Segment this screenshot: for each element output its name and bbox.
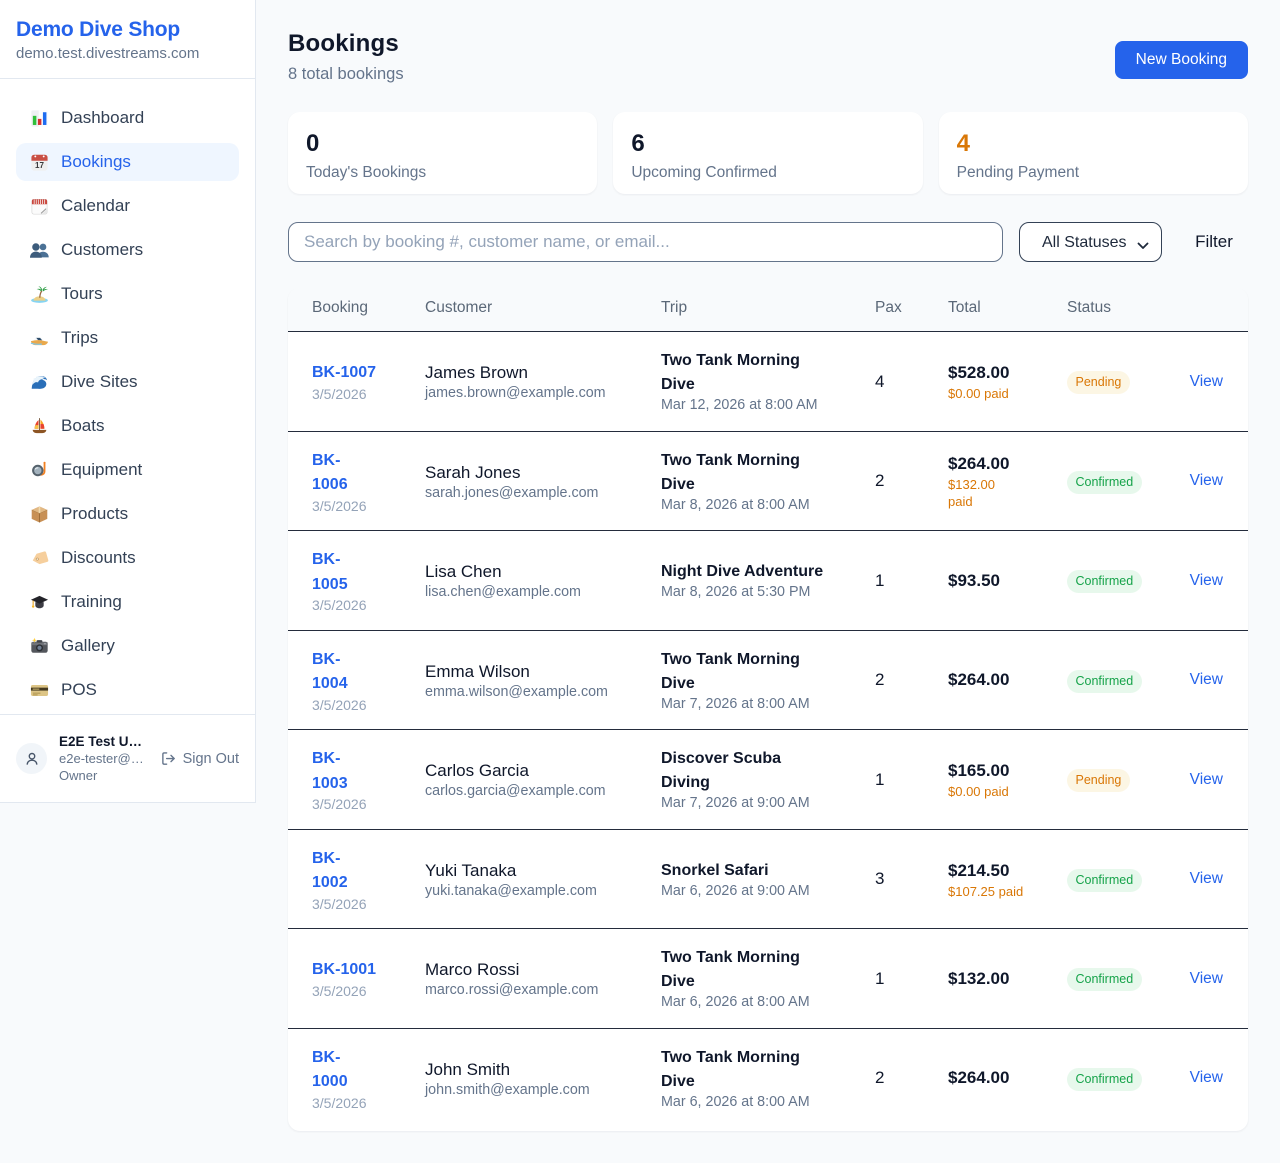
svg-text:17: 17 [35,161,44,170]
